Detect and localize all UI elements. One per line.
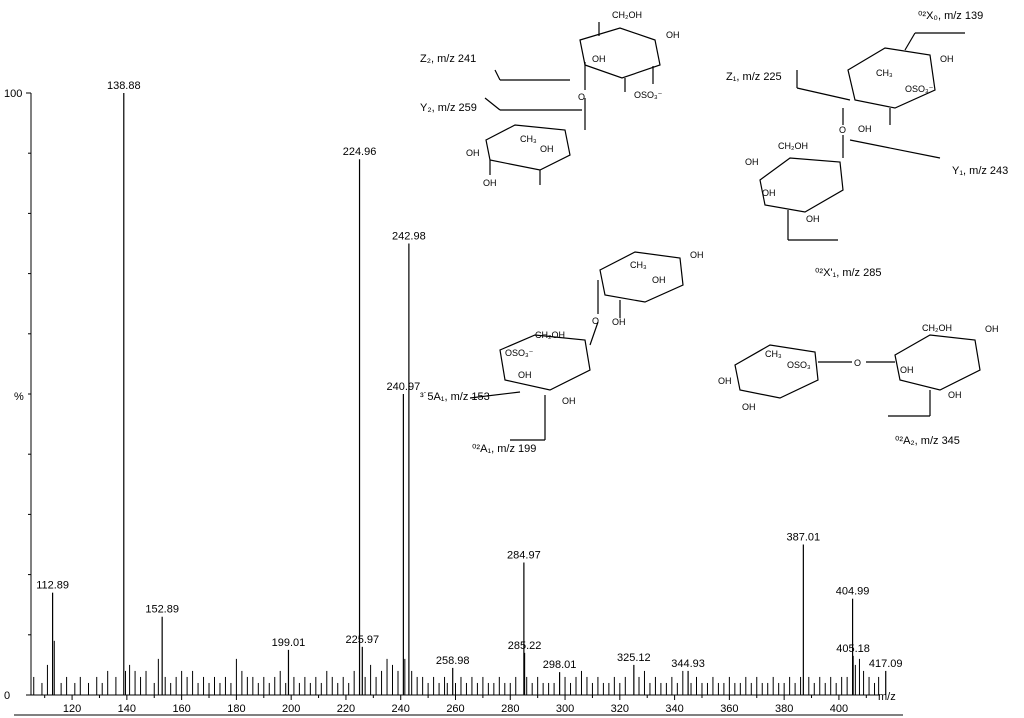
svg-text:OH: OH — [745, 157, 759, 167]
svg-text:OH: OH — [483, 178, 497, 188]
svg-text:OH: OH — [652, 275, 666, 285]
svg-text:OSO₃⁻: OSO₃⁻ — [634, 90, 663, 100]
x-tick-label: 320 — [611, 703, 629, 715]
svg-text:³˙5A₁, m/z 153: ³˙5A₁, m/z 153 — [420, 391, 490, 403]
structure-disaccharide-2 — [759, 32, 965, 241]
svg-text:CH₂OH: CH₂OH — [922, 323, 952, 333]
svg-text:OH: OH — [540, 144, 554, 154]
peak-label: 284.97 — [507, 550, 541, 562]
svg-text:CH₂OH: CH₂OH — [535, 330, 565, 340]
peak-label: 404.99 — [836, 586, 870, 598]
svg-text:OH: OH — [940, 54, 954, 64]
svg-text:O: O — [839, 125, 846, 135]
peak-label: 417.09 — [869, 658, 903, 670]
x-tick-label: 180 — [227, 703, 245, 715]
x-tick-label: 300 — [556, 703, 574, 715]
svg-text:OH: OH — [985, 324, 999, 334]
svg-text:OH: OH — [762, 188, 776, 198]
svg-text:OH: OH — [690, 250, 704, 260]
peak-label: 199.01 — [272, 637, 306, 649]
svg-text:Y₂, m/z 259: Y₂, m/z 259 — [420, 102, 477, 114]
svg-text:⁰²X'₁, m/z 285: ⁰²X'₁, m/z 285 — [815, 267, 881, 279]
x-axis-ticks: 120 140 160 180 200 220 240 260 280 300 320 340 360 3… — [44, 695, 867, 715]
x-tick-label: 380 — [775, 703, 793, 715]
peak-label: 325.12 — [617, 652, 651, 664]
structure-1-labels: CH₂OH OH OH OSO₃⁻ O Z₂, m/z 241 Y₂, m/z … — [420, 10, 680, 188]
x-tick-label: 140 — [118, 703, 136, 715]
svg-text:OH: OH — [806, 214, 820, 224]
peak-label: 242.98 — [392, 231, 426, 243]
x-tick-label: 400 — [830, 703, 848, 715]
svg-text:Y₁, m/z 243: Y₁, m/z 243 — [952, 165, 1008, 177]
peak-label: 298.01 — [543, 659, 577, 671]
svg-text:OH: OH — [666, 30, 680, 40]
x-tick-label: 260 — [446, 703, 464, 715]
peak-label: 224.96 — [343, 146, 377, 158]
svg-text:OH: OH — [900, 365, 914, 375]
peak-label: 344.93 — [671, 658, 705, 670]
svg-text:⁰²A₂, m/z 345: ⁰²A₂, m/z 345 — [895, 435, 960, 447]
peak-label: 240.97 — [387, 381, 421, 393]
peak-label: 285.22 — [508, 640, 542, 652]
svg-text:OH: OH — [612, 317, 626, 327]
structure-disaccharide-1 — [484, 22, 661, 185]
x-tick-label: 120 — [63, 703, 81, 715]
x-tick-label: 240 — [392, 703, 410, 715]
peak-label: 387.01 — [787, 532, 821, 544]
svg-text:Z₂, m/z 241: Z₂, m/z 241 — [420, 53, 476, 65]
y-axis-ticks: 0 100 — [4, 88, 31, 702]
structure-4-labels: CH₃ OSO₃ OH OH O CH₂OH OH OH OH ⁰²A₂, m/… — [718, 323, 999, 447]
svg-text:OH: OH — [592, 54, 606, 64]
svg-text:Z₁, m/z 225: Z₁, m/z 225 — [726, 71, 782, 83]
svg-text:CH₂OH: CH₂OH — [778, 141, 808, 151]
svg-text:OH: OH — [718, 376, 732, 386]
x-axis-label: m/z — [878, 691, 896, 703]
svg-text:CH₃: CH₃ — [765, 349, 782, 359]
peak-label: 112.89 — [36, 580, 69, 592]
svg-text:OSO₃⁻: OSO₃⁻ — [905, 84, 934, 94]
structure-3-labels: CH₃ OH OH OH O CH₂OH OSO₃⁻ OH OH ³˙5A₁, … — [420, 250, 704, 455]
svg-text:OH: OH — [562, 396, 576, 406]
x-tick-label: 280 — [501, 703, 519, 715]
minor-peaks — [33, 640, 880, 695]
x-tick-label: 160 — [172, 703, 190, 715]
svg-text:CH₃: CH₃ — [520, 134, 537, 144]
svg-text:O: O — [578, 92, 585, 102]
structure-disaccharide-4 — [734, 334, 981, 417]
y-axis-label: % — [14, 391, 24, 403]
y-tick-label: 0 — [4, 690, 10, 702]
svg-text:CH₃: CH₃ — [876, 68, 893, 78]
x-tick-label: 360 — [720, 703, 738, 715]
y-tick-label: 100 — [4, 88, 22, 100]
svg-text:CH₃: CH₃ — [630, 260, 647, 270]
svg-text:O: O — [854, 358, 861, 368]
peak-label: 152.89 — [145, 604, 179, 616]
peak-label: 405.18 — [836, 643, 870, 655]
structure-2-labels: ⁰²X₀, m/z 139 Z₁, m/z 225 CH₃ OSO₃⁻ OH O… — [726, 10, 1008, 279]
peak-label: 225.97 — [345, 634, 379, 646]
svg-text:⁰²A₁, m/z 199: ⁰²A₁, m/z 199 — [472, 443, 536, 455]
x-tick-label: 340 — [665, 703, 683, 715]
svg-text:OH: OH — [948, 390, 962, 400]
structure-disaccharide-3 — [469, 251, 684, 441]
peak-label: 258.98 — [436, 655, 470, 667]
svg-text:OSO₃⁻: OSO₃⁻ — [505, 348, 534, 358]
x-tick-label: 200 — [282, 703, 300, 715]
svg-text:O: O — [592, 316, 599, 326]
svg-text:OH: OH — [742, 402, 756, 412]
peak-label: 138.88 — [107, 80, 141, 92]
x-tick-label: 220 — [337, 703, 355, 715]
svg-text:CH₂OH: CH₂OH — [612, 10, 642, 20]
labeled-peaks: 112.89 138.88 152.89 199.01 224.96 225.97 240.… — [36, 80, 903, 695]
svg-text:OH: OH — [466, 148, 480, 158]
svg-text:OH: OH — [858, 124, 872, 134]
svg-text:OH: OH — [518, 370, 532, 380]
svg-text:⁰²X₀, m/z 139: ⁰²X₀, m/z 139 — [918, 10, 983, 22]
svg-text:OSO₃: OSO₃ — [787, 360, 811, 370]
